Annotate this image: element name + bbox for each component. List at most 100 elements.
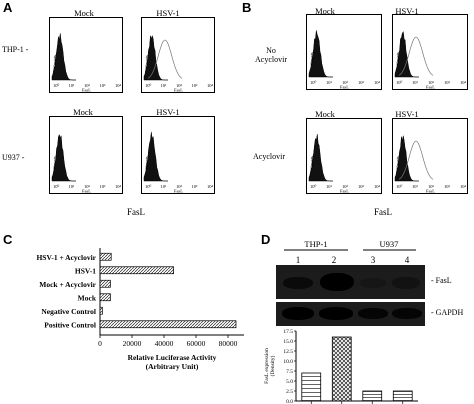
panel-a-col-hsv1-2: HSV-1 <box>156 107 180 117</box>
hist-x-tick: 10¹ <box>326 184 333 189</box>
x-axis-label: Relative Luciferase Activity <box>128 353 217 362</box>
hist-x-tick: 10¹ <box>326 80 333 85</box>
hist-x-tick: 10⁰ <box>53 184 60 189</box>
hist-y-label: Counts <box>144 156 149 169</box>
bar <box>362 390 383 402</box>
blot-band <box>283 277 313 289</box>
hist-x-tick: 10⁰ <box>310 184 317 189</box>
hist-x-tick: 10¹ <box>161 83 168 88</box>
blot-band <box>282 307 314 320</box>
hist-y-label: Counts <box>52 156 57 169</box>
blot-label-gapdh: - GAPDH <box>431 308 464 317</box>
hist-x-tick: 10¹ <box>69 83 76 88</box>
histogram: 10⁰ 10¹ 10² 10³ 10⁴ FasL Counts <box>392 14 468 90</box>
bar <box>301 372 322 402</box>
hist-x-tick: 10³ <box>100 184 107 189</box>
hist-x-tick: 10⁴ <box>115 83 122 88</box>
luciferase-bar-chart: HSV-1 + Acyclovir HSV-1 Mock + Acyclovir Mo… <box>36 248 244 371</box>
hist-x-tick: 10⁴ <box>374 80 381 85</box>
hist-x-tick: 10¹ <box>412 80 419 85</box>
blot-lane-labels: THP-1 U937 1 2 3 4 <box>284 239 416 265</box>
histogram-fill <box>308 30 333 78</box>
hist-x-tick: 10⁰ <box>396 80 403 85</box>
panel-a-row-thp1: THP-1 - <box>2 45 29 54</box>
lane-number: 2 <box>332 255 337 265</box>
category-label: Mock + Acyclovir <box>39 280 96 289</box>
bar <box>331 336 352 402</box>
hist-x-label: FasL <box>174 189 183 194</box>
y-tick-label: 7.5 <box>286 369 293 375</box>
hist-x-tick: 10⁴ <box>207 83 214 88</box>
hist-x-label: FasL <box>340 85 349 90</box>
hist-x-tick: 10⁴ <box>207 184 214 189</box>
histogram-fill <box>143 131 168 182</box>
lane-number: 1 <box>296 255 301 265</box>
x-tick-label: 20000 <box>123 339 142 348</box>
histogram-overlay <box>398 140 434 180</box>
hist-x-tick: 10¹ <box>412 184 419 189</box>
hist-x-tick: 10³ <box>358 184 365 189</box>
y-axis-label: (Density) <box>269 355 276 376</box>
panel-a-col-mock: Mock <box>74 8 94 18</box>
hist-x-tick: 10² <box>342 80 349 85</box>
panel-b-row-no-acyclovir: No Acyclovir <box>255 46 287 64</box>
category-label: Negative Control <box>41 307 96 316</box>
hist-x-label: FasL <box>340 189 349 194</box>
hist-x-tick: 10⁰ <box>396 184 403 189</box>
hist-x-tick: 10³ <box>192 184 199 189</box>
hist-x-tick: 10² <box>176 184 183 189</box>
category-label: Positive Control <box>44 320 96 329</box>
histogram: 10⁰ 10¹ 10² 10³ 10⁴ FasL Counts <box>49 17 123 93</box>
panel-b-col-hsv1-2: HSV-1 <box>395 109 419 119</box>
y-tick-label: 0.0 <box>286 399 293 404</box>
x-tick-label: 80000 <box>219 339 238 348</box>
histogram-fill <box>394 135 419 182</box>
bar <box>392 390 413 402</box>
panel-b-x-axis-label: FasL <box>374 207 392 217</box>
lane-number: 3 <box>371 255 376 265</box>
hist-x-tick: 10⁰ <box>145 184 152 189</box>
hist-y-label: Counts <box>395 156 400 169</box>
y-tick-label: 12.5 <box>283 349 293 355</box>
blot-band <box>358 308 388 319</box>
bar <box>99 266 174 275</box>
category-label: Mock <box>78 293 97 302</box>
panel-a-row-u937: U937 - <box>2 153 25 162</box>
panel-b-col-hsv1: HSV-1 <box>395 6 419 16</box>
hist-x-tick: 10² <box>428 184 435 189</box>
panel-a-col-hsv1: HSV-1 <box>156 8 180 18</box>
bar <box>99 252 112 261</box>
hist-y-label: Counts <box>395 52 400 65</box>
histogram: 10⁰ 10¹ 10² 10³ 10⁴ FasL Counts <box>141 17 215 93</box>
hist-x-label: FasL <box>82 88 91 93</box>
histogram: 10⁰ 10¹ 10² 10³ 10⁴ FasL Counts <box>141 116 215 194</box>
histogram: 10⁰ 10¹ 10² 10³ 10⁴ FasL Counts <box>306 14 382 90</box>
histogram: 10⁰ 10¹ 10² 10³ 10⁴ FasL Counts <box>392 118 468 194</box>
panel-b-col-mock-2: Mock <box>315 109 335 119</box>
panel-b-col-mock: Mock <box>315 6 335 16</box>
blot-band <box>319 307 353 320</box>
y-tick-label: 15.0 <box>283 339 293 345</box>
x-axis-label: (Arbitrary Unit) <box>146 362 199 371</box>
hist-x-tick: 10² <box>176 83 183 88</box>
histogram: 10⁰ 10¹ 10² 10³ 10⁴ FasL Counts <box>49 116 123 194</box>
hist-y-label: Counts <box>309 156 314 169</box>
hist-x-tick: 10⁴ <box>460 80 467 85</box>
panel-a-col-mock-2: Mock <box>73 107 93 117</box>
category-label: HSV-1 + Acyclovir <box>36 253 96 262</box>
hist-x-tick: 10² <box>428 80 435 85</box>
histogram-fill <box>51 33 76 81</box>
x-tick-label: 60000 <box>187 339 206 348</box>
hist-x-tick: 10³ <box>444 184 451 189</box>
bar <box>99 320 237 329</box>
histogram-fill <box>394 30 419 78</box>
hist-y-label: Counts <box>144 55 149 68</box>
panel-b-row-acyclovir: Acyclovir <box>253 152 285 161</box>
hist-x-tick: 10³ <box>192 83 199 88</box>
panel-d-letter: D <box>261 232 271 247</box>
bar <box>99 293 111 302</box>
hist-x-label: FasL <box>174 88 183 93</box>
y-axis-label: FasL expression <box>264 348 270 384</box>
group-label-thp1: THP-1 <box>304 239 327 249</box>
hist-y-label: Counts <box>52 55 57 68</box>
